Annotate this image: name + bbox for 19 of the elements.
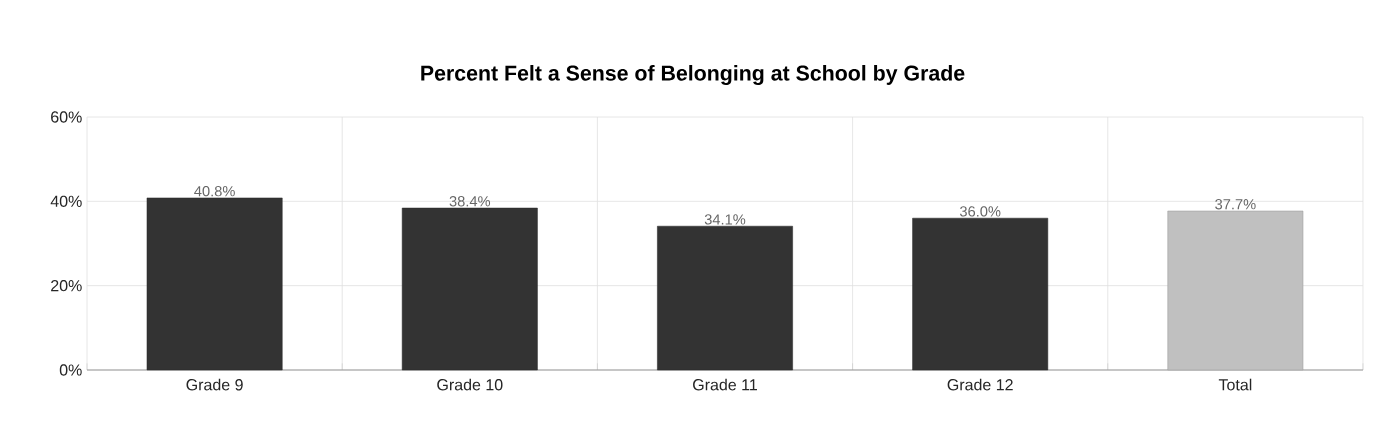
data-label: 37.7%	[1215, 199, 1256, 210]
x-tick-label: Grade 12	[947, 378, 1013, 391]
bar	[912, 217, 1049, 371]
bar	[146, 197, 283, 371]
data-label: 36.0%	[959, 206, 1001, 217]
bar	[657, 225, 793, 371]
data-label: 34.1%	[704, 214, 746, 225]
data-label: 40.8%	[194, 185, 235, 197]
bar	[401, 207, 538, 371]
y-tick-label: 20%	[51, 280, 82, 292]
y-tick-label: 40%	[50, 195, 82, 207]
x-tick-label: Grade 10	[437, 378, 503, 391]
x-tick-label: Grade 9	[186, 378, 243, 391]
y-tick-label: 60%	[51, 111, 82, 123]
x-tick-label: Grade 11	[693, 378, 757, 391]
data-label: 38.4%	[449, 196, 491, 207]
y-tick-label: 0%	[59, 364, 82, 376]
chart-title: Percent Felt a Sense of Belonging at School by Grade	[421, 65, 965, 85]
x-tick-label: Total	[1218, 378, 1252, 391]
